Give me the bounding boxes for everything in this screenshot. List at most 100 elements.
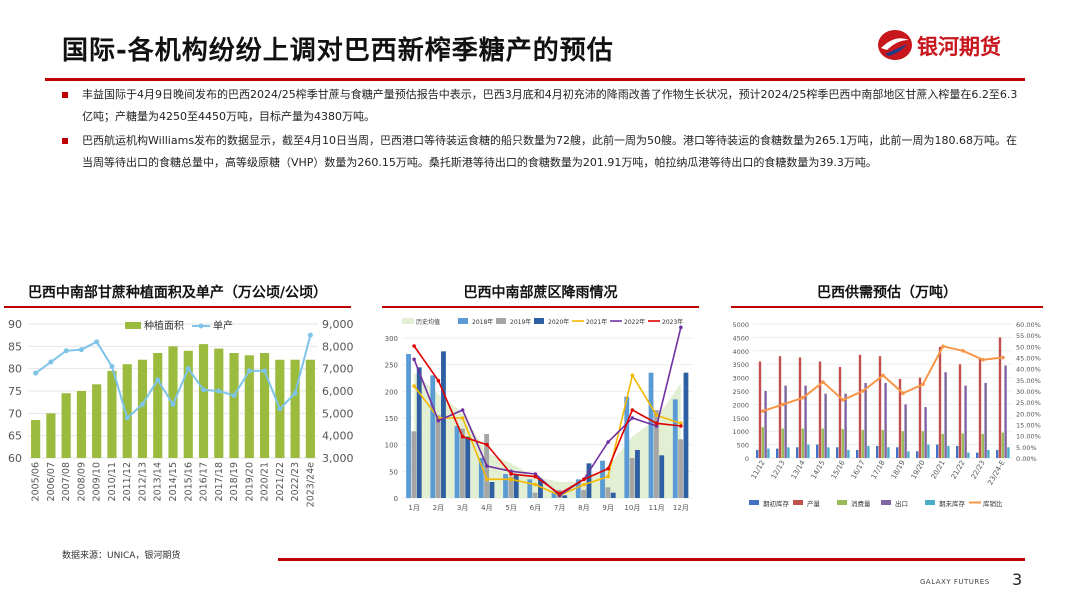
bar-rainfall <box>527 479 533 498</box>
point-rainfall <box>485 477 489 482</box>
y-tick-label: 300 <box>385 335 398 343</box>
y-tick-label-left: 5000 <box>732 321 749 329</box>
bar-supply-demand <box>816 444 819 458</box>
bar-planting-area <box>290 359 300 458</box>
y-tick-label-left: 80 <box>8 363 22 376</box>
y-tick-label-right: 60.00% <box>1016 321 1041 329</box>
bar-supply-demand <box>781 428 784 458</box>
legend-label: 2020年 <box>548 318 569 326</box>
x-tick-label: 2019/20 <box>244 462 255 501</box>
point-stock-to-use <box>881 373 885 378</box>
bar-supply-demand <box>764 391 767 458</box>
chart-1-svg: 90 85 80 75 70 65 60 9,000 8,000 7,000 6,000 5,000 4… <box>8 318 354 507</box>
chart-title: 巴西供需预估（万吨） <box>817 285 957 301</box>
point-rainfall <box>412 344 416 348</box>
y-tick-label-left: 70 <box>8 407 22 420</box>
line-rainfall <box>413 345 681 495</box>
y-tick-label-left: 65 <box>8 430 22 443</box>
x-tick-label: 18/19 <box>890 459 907 480</box>
x-tick-label: 2011/12 <box>122 462 133 501</box>
bar-rainfall <box>430 375 436 498</box>
point-rainfall <box>533 472 538 476</box>
bar-supply-demand <box>776 448 779 458</box>
x-tick-label: 1月 <box>408 504 419 512</box>
bar-supply-demand <box>947 445 950 458</box>
point-yield <box>109 363 115 369</box>
page-number: 3 <box>1012 570 1023 589</box>
bullet-text: 巴西航运机构Williams发布的数据显示，截至4月10日当周，巴西港口等待装运… <box>82 134 1018 169</box>
point-rainfall <box>460 434 465 439</box>
bar-supply-demand <box>876 445 879 458</box>
bar-supply-demand <box>796 447 799 458</box>
x-tick-label: 3月 <box>457 504 468 512</box>
bar-rainfall <box>635 450 640 498</box>
point-yield <box>201 387 207 393</box>
point-rainfall <box>412 384 416 388</box>
point-rainfall <box>582 477 586 482</box>
x-tick-label: 2018/19 <box>229 462 240 501</box>
point-stock-to-use <box>901 391 905 396</box>
bar-supply-demand <box>981 433 984 458</box>
bar-rainfall <box>551 492 557 498</box>
bar-supply-demand <box>907 451 910 458</box>
footer-brand: GALAXY FUTURES <box>920 578 990 586</box>
point-stock-to-use <box>861 389 865 393</box>
y-tick-label-right: 30.00% <box>1016 388 1041 396</box>
point-rainfall <box>654 421 659 426</box>
point-stock-to-use <box>961 349 965 353</box>
bullet-list: 丰益国际于4月9日晚间发布的巴西2024/25榨季甘蔗与食糖产量预估报告中表示，… <box>62 84 1022 176</box>
point-yield <box>277 406 283 412</box>
point-yield <box>139 401 145 407</box>
bar-rainfall <box>659 455 665 498</box>
bar-supply-demand <box>887 447 890 458</box>
footer-divider <box>278 558 1025 561</box>
bar-supply-demand <box>867 445 870 458</box>
bar-supply-demand <box>836 447 839 458</box>
chart-planting-area-yield: 巴西中南部甘蔗种植面积及单产（万公顷/公顷） 90 85 80 75 70 65 60 9,0… <box>0 280 355 515</box>
bar-rainfall <box>624 396 630 498</box>
bar-supply-demand <box>916 451 919 458</box>
y-tick-label: 150 <box>385 415 398 423</box>
y-tick-label-right: 6,000 <box>322 385 354 398</box>
y-tick-label-right: 9,000 <box>322 318 354 331</box>
point-rainfall <box>460 416 465 420</box>
chart-supply-demand: 巴西供需预估（万吨） 5000 4500 4000 3500 3000 2500 2000 1… <box>727 280 1047 515</box>
point-rainfall <box>606 474 610 479</box>
bar-planting-area <box>198 344 209 458</box>
bullet-marker-icon <box>62 138 68 144</box>
bar-supply-demand <box>861 429 864 458</box>
y-tick-label-left: 2500 <box>732 388 749 396</box>
bar-planting-area <box>31 420 41 458</box>
x-tick-label: 2017/18 <box>214 462 225 501</box>
y-tick-label-right: 0.00% <box>1016 455 1037 463</box>
point-rainfall <box>606 440 610 444</box>
point-yield <box>48 359 54 365</box>
legend-label: 产量 <box>807 499 821 508</box>
logo-text: 银河期货 <box>917 35 1001 59</box>
legend-swatch <box>925 500 935 505</box>
y-tick-label-right: 7,000 <box>322 363 354 376</box>
x-tick-label: 12月 <box>673 504 689 512</box>
bar-rainfall <box>605 487 611 498</box>
legend-label: 2022年 <box>624 318 645 326</box>
bar-planting-area <box>61 393 71 458</box>
y-tick-label: 250 <box>385 362 398 370</box>
bar-supply-demand <box>787 447 790 458</box>
y-tick-label-left: 1500 <box>732 415 749 423</box>
x-tick-label: 2014/15 <box>168 462 179 501</box>
bar-planting-area <box>229 353 239 458</box>
bar-supply-demand <box>927 444 930 458</box>
x-tick-label: 4月 <box>481 504 492 512</box>
bar-supply-demand <box>758 361 762 458</box>
x-tick-label: 2016/17 <box>199 462 210 501</box>
x-tick-label: 11/12 <box>750 459 767 480</box>
bar-rainfall <box>678 439 684 498</box>
point-yield <box>170 401 176 407</box>
bar-supply-demand <box>898 378 902 458</box>
bar-supply-demand <box>941 433 944 458</box>
point-rainfall <box>460 408 465 412</box>
bar-supply-demand <box>967 452 970 458</box>
legend-label: 2019年 <box>510 318 531 326</box>
y-tick-label-left: 4500 <box>732 334 749 342</box>
y-tick-label-right: 25.00% <box>1016 399 1041 407</box>
